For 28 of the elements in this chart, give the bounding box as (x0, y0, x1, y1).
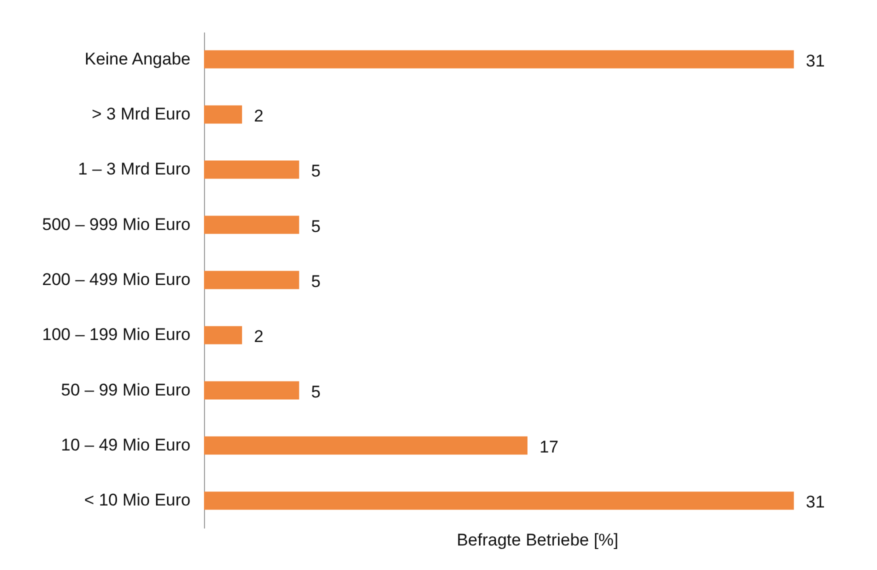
data-label: 31 (806, 51, 825, 70)
y-tick-label: 50 – 99 Mio Euro (61, 380, 190, 400)
data-label: 5 (311, 216, 321, 236)
y-tick-label: 1 – 3 Mrd Euro (78, 160, 190, 179)
data-label: 5 (311, 382, 321, 402)
bar (204, 160, 300, 179)
bar (204, 50, 794, 68)
bar (204, 436, 528, 455)
y-tick-label: < 10 Mio Euro (84, 490, 190, 510)
bar (204, 105, 242, 124)
data-label: 5 (311, 162, 321, 181)
y-tick-label: 10 – 49 Mio Euro (61, 436, 190, 455)
data-label: 17 (539, 438, 558, 457)
bar (204, 381, 300, 400)
bar (204, 492, 794, 510)
data-label: 31 (806, 492, 825, 512)
bar (204, 326, 242, 344)
data-label: 2 (254, 327, 264, 346)
y-tick-label: Keine Angabe (84, 49, 190, 68)
bar (204, 270, 300, 290)
y-tick-label: 100 – 199 Mio Euro (42, 325, 190, 344)
data-label: 5 (311, 272, 321, 291)
y-tick-label: 500 – 999 Mio Euro (42, 214, 190, 234)
bar (204, 216, 300, 234)
x-axis-title: Befragte Betriebe [%] (456, 530, 618, 550)
data-label: 2 (254, 106, 264, 126)
y-tick-label: > 3 Mrd Euro (92, 104, 190, 124)
y-tick-label: 200 – 499 Mio Euro (42, 270, 190, 289)
